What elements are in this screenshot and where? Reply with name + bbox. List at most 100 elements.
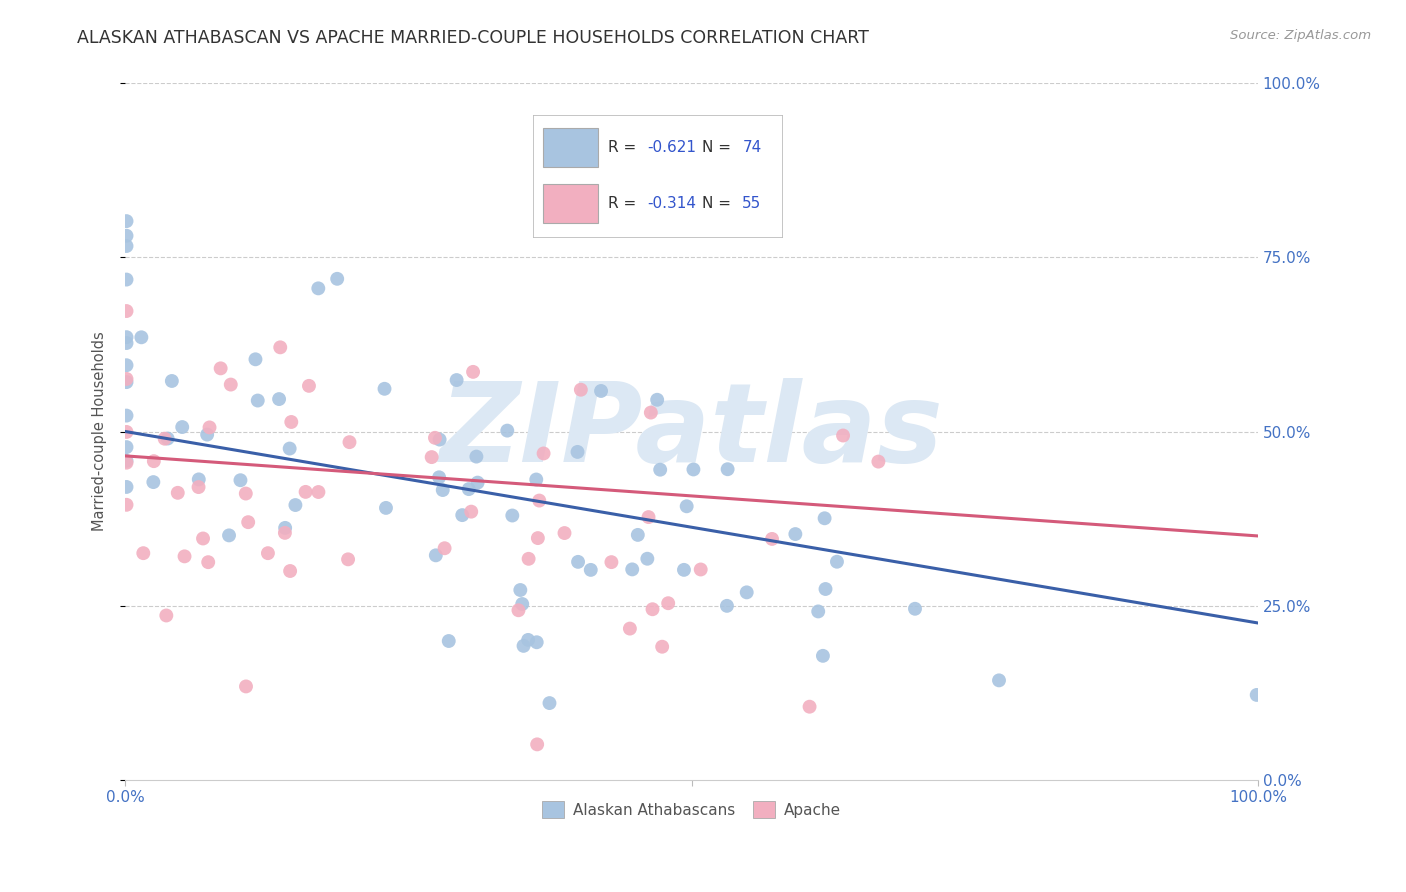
Point bbox=[429, 433, 451, 447]
Point bbox=[672, 563, 695, 577]
Point bbox=[115, 358, 138, 372]
Point bbox=[579, 563, 602, 577]
Point bbox=[807, 604, 830, 618]
Point bbox=[651, 640, 673, 654]
Point bbox=[132, 546, 155, 560]
Point bbox=[173, 549, 195, 564]
Point bbox=[650, 463, 672, 477]
Point bbox=[868, 454, 890, 468]
Point bbox=[326, 272, 349, 286]
Point bbox=[627, 528, 650, 542]
Point bbox=[115, 336, 138, 351]
Point bbox=[657, 596, 679, 610]
Point bbox=[218, 528, 240, 542]
Point bbox=[465, 450, 488, 464]
Point bbox=[198, 420, 221, 434]
Point bbox=[115, 409, 138, 423]
Point bbox=[115, 480, 138, 494]
Point bbox=[160, 374, 183, 388]
Text: Source: ZipAtlas.com: Source: ZipAtlas.com bbox=[1230, 29, 1371, 42]
Point bbox=[682, 462, 704, 476]
Point bbox=[115, 498, 138, 512]
Point bbox=[529, 493, 551, 508]
Point bbox=[274, 521, 297, 535]
Point bbox=[432, 483, 454, 497]
Point bbox=[298, 379, 321, 393]
Point bbox=[567, 445, 589, 459]
Point bbox=[1246, 688, 1268, 702]
Point bbox=[153, 432, 176, 446]
Point bbox=[509, 582, 531, 597]
Point bbox=[621, 562, 644, 576]
Point bbox=[526, 737, 548, 751]
Point bbox=[235, 486, 257, 500]
Point bbox=[457, 482, 479, 496]
Point bbox=[115, 456, 138, 470]
Point bbox=[278, 442, 301, 456]
Point bbox=[187, 472, 209, 486]
Point bbox=[337, 552, 360, 566]
Point bbox=[229, 473, 252, 487]
Point bbox=[156, 432, 179, 446]
Point bbox=[589, 384, 612, 398]
Point bbox=[825, 555, 848, 569]
Point bbox=[425, 549, 447, 563]
Point bbox=[195, 427, 218, 442]
Point bbox=[600, 555, 623, 569]
Point bbox=[689, 562, 711, 576]
Point bbox=[257, 546, 280, 560]
Point bbox=[501, 508, 523, 523]
Point bbox=[339, 435, 361, 450]
Point bbox=[115, 440, 138, 454]
Point bbox=[420, 450, 443, 464]
Point bbox=[115, 228, 138, 243]
Point bbox=[115, 330, 138, 344]
Point bbox=[307, 281, 329, 295]
Point bbox=[510, 597, 533, 611]
Point bbox=[115, 425, 138, 439]
Point bbox=[423, 431, 446, 445]
Point bbox=[567, 555, 589, 569]
Point bbox=[115, 375, 138, 389]
Point bbox=[187, 480, 209, 494]
Point bbox=[524, 473, 547, 487]
Point bbox=[637, 510, 659, 524]
Point bbox=[619, 622, 641, 636]
Point bbox=[640, 406, 662, 420]
Point bbox=[274, 525, 297, 540]
Point bbox=[446, 373, 468, 387]
Point bbox=[467, 475, 489, 490]
Point bbox=[641, 602, 664, 616]
Point bbox=[172, 420, 194, 434]
Point bbox=[294, 484, 316, 499]
Point bbox=[785, 527, 807, 541]
Point bbox=[735, 585, 758, 599]
Point bbox=[437, 634, 460, 648]
Point bbox=[433, 541, 456, 556]
Point bbox=[569, 383, 592, 397]
Point bbox=[799, 699, 821, 714]
Point bbox=[115, 239, 138, 253]
Point bbox=[517, 632, 540, 647]
Point bbox=[832, 428, 855, 442]
Point bbox=[427, 470, 450, 484]
Point bbox=[988, 673, 1011, 688]
Point bbox=[115, 214, 138, 228]
Point bbox=[142, 475, 165, 489]
Point bbox=[553, 526, 575, 541]
Point bbox=[191, 532, 214, 546]
Point bbox=[496, 424, 519, 438]
Point bbox=[245, 352, 267, 367]
Point bbox=[269, 340, 291, 354]
Point bbox=[238, 515, 260, 529]
Point bbox=[517, 551, 540, 566]
Point bbox=[461, 365, 484, 379]
Point bbox=[375, 500, 398, 515]
Point bbox=[246, 393, 269, 408]
Point bbox=[155, 608, 177, 623]
Point bbox=[280, 415, 302, 429]
Point bbox=[115, 454, 138, 468]
Point bbox=[811, 648, 834, 663]
Point bbox=[716, 599, 738, 613]
Legend: Alaskan Athabascans, Apache: Alaskan Athabascans, Apache bbox=[536, 796, 848, 824]
